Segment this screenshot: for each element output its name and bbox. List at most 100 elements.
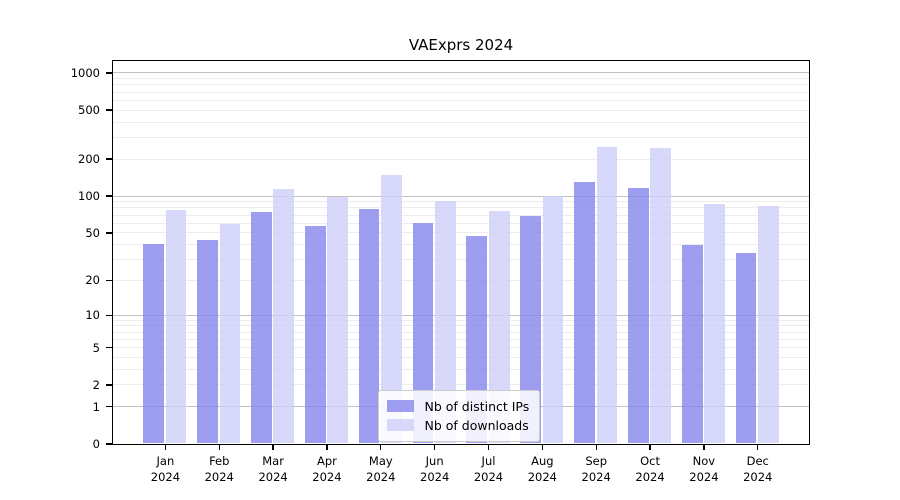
bar-downloads-jul — [488, 210, 510, 444]
gridline-minor-900 — [112, 78, 809, 80]
gridline-minor-40 — [112, 244, 809, 246]
x-tick-jul — [487, 444, 490, 450]
y-tick-label-0: 0 — [92, 437, 100, 451]
y-tick-label-2: 2 — [92, 377, 100, 392]
gridline-minor-300 — [112, 137, 809, 138]
x-tick-label-line: 2024 — [743, 470, 773, 484]
x-tick-label-line: 2024 — [150, 470, 181, 484]
y-tick-100 — [106, 195, 113, 197]
y-tick-50 — [106, 232, 113, 234]
bar-downloads-may — [381, 175, 402, 444]
bar-downloads-dec — [758, 206, 779, 444]
y-tick-label-1000: 1000 — [70, 65, 100, 80]
x-tick-label-line: 2024 — [581, 470, 611, 484]
x-tick-jun — [433, 444, 436, 450]
y-tick-label-5: 5 — [92, 340, 100, 355]
x-tick-label-oct: Oct 2024 — [618, 453, 682, 485]
x-tick-label-jan: Jan 2024 — [133, 453, 197, 485]
x-tick-aug — [541, 444, 544, 450]
legend-label-downloads: Nb of downloads — [424, 417, 529, 433]
x-tick-label-mar: Mar 2024 — [241, 453, 305, 485]
bar-downloads-oct — [650, 147, 672, 444]
gridline-major-10 — [112, 314, 809, 316]
y-tick-5 — [106, 347, 113, 349]
x-tick-label-line: Dec — [746, 454, 769, 468]
chart-title: VAExprs 2024 — [408, 36, 514, 54]
x-tick-label-line: Jan — [156, 454, 175, 468]
gridline-minor-3 — [112, 369, 809, 371]
gridline-minor-5 — [112, 347, 809, 349]
legend-swatch-downloads — [386, 419, 414, 431]
y-tick-10 — [106, 314, 113, 316]
x-tick-dec — [757, 444, 759, 450]
bar-ips-feb — [197, 240, 218, 444]
bar-ips-may — [358, 208, 380, 444]
x-tick-label-feb: Feb 2024 — [187, 453, 251, 485]
gridline-minor-60 — [112, 222, 809, 224]
x-tick-label-line: Jul — [481, 454, 496, 468]
legend-swatch-distinct-ips — [386, 400, 414, 412]
x-tick-feb — [218, 444, 220, 450]
x-tick-label-may: May 2024 — [349, 453, 413, 485]
bar-ips-oct — [627, 188, 649, 444]
legend-label-distinct-ips: Nb of distinct IPs — [424, 398, 530, 414]
bar-ips-sep — [574, 181, 595, 444]
gridline-minor-700 — [112, 91, 809, 93]
x-tick-label-line: Jun — [425, 454, 444, 468]
gridline-minor-200 — [112, 158, 809, 160]
x-tick-label-line: 2024 — [473, 470, 504, 484]
x-tick-label-line: Feb — [209, 454, 230, 468]
x-tick-label-line: 2024 — [635, 470, 665, 484]
x-tick-label-line: May — [368, 454, 393, 468]
x-tick-label-jun: Jun 2024 — [403, 453, 467, 485]
legend: Nb of distinct IPs Nb of downloads — [377, 389, 541, 442]
y-tick-label-10: 10 — [85, 308, 100, 323]
gridline-major-1000 — [112, 72, 809, 74]
bar-downloads-aug — [542, 195, 564, 444]
legend-item-downloads: Nb of downloads — [386, 416, 530, 435]
bar-downloads-mar — [273, 189, 295, 444]
x-tick-jan — [164, 444, 167, 450]
x-tick-oct — [649, 444, 651, 450]
bar-ips-mar — [251, 211, 272, 444]
bar-downloads-sep — [596, 146, 618, 444]
y-tick-label-500: 500 — [78, 103, 100, 118]
y-tick-label-1: 1 — [92, 399, 100, 414]
x-tick-label-line: Apr — [316, 454, 337, 468]
x-tick-label-line: Sep — [585, 454, 608, 468]
legend-item-distinct-ips: Nb of distinct IPs — [386, 397, 530, 416]
gridline-minor-7 — [112, 331, 809, 333]
y-tick-200 — [106, 158, 113, 160]
gridline-minor-90 — [112, 201, 809, 203]
x-tick-label-line: Mar — [262, 454, 284, 468]
x-tick-apr — [326, 444, 328, 450]
y-tick-0 — [106, 443, 113, 445]
y-tick-label-200: 200 — [78, 152, 100, 167]
gridline-minor-9 — [112, 319, 809, 321]
x-tick-label-line: 2024 — [204, 470, 234, 484]
y-tick-1 — [106, 406, 113, 408]
gridline-minor-30 — [112, 259, 809, 261]
x-tick-sep — [595, 444, 597, 450]
bar-ips-dec — [735, 252, 757, 444]
x-tick-label-line: 2024 — [420, 470, 450, 484]
x-tick-label-nov: Nov 2024 — [672, 453, 736, 485]
y-tick-500 — [106, 109, 113, 111]
y-tick-label-50: 50 — [85, 225, 100, 240]
x-tick-label-dec: Dec 2024 — [726, 453, 790, 485]
gridline-major-100 — [112, 195, 809, 197]
x-tick-label-line: 2024 — [689, 470, 719, 484]
y-tick-2 — [106, 384, 113, 386]
x-tick-label-sep: Sep 2024 — [564, 453, 628, 485]
bar-downloads-jan — [165, 210, 187, 444]
x-tick-label-line: 2024 — [312, 470, 342, 484]
x-tick-label-line: Nov — [692, 454, 716, 468]
y-tick-label-100: 100 — [78, 189, 100, 204]
gridline-minor-800 — [112, 84, 809, 86]
gridline-minor-4 — [112, 357, 809, 359]
x-tick-label-aug: Aug 2024 — [510, 453, 574, 485]
y-tick-1000 — [106, 72, 113, 74]
x-tick-label-line: Aug — [531, 454, 554, 468]
y-tick-label-20: 20 — [85, 273, 100, 288]
x-tick-label-line: Oct — [640, 454, 660, 468]
